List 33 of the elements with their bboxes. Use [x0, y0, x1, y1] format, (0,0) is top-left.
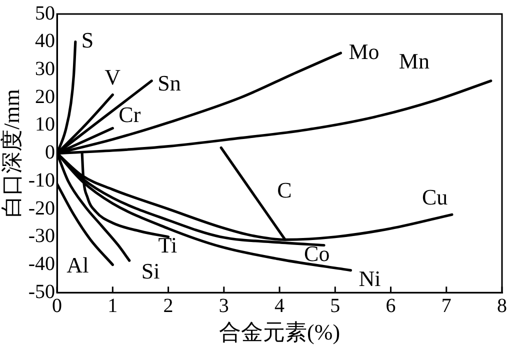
series-label: Ti: [158, 232, 178, 258]
x-tick-label: 8: [497, 294, 507, 317]
x-tick-label: 1: [108, 294, 118, 317]
y-tick-label: -20: [28, 197, 56, 220]
y-tick-label: -30: [28, 225, 56, 248]
series-label: Mo: [348, 38, 380, 64]
x-tick-label: 6: [386, 294, 396, 317]
series-label: Ni: [358, 266, 381, 292]
y-tick-label: -10: [28, 169, 56, 192]
x-tick-label: 5: [330, 294, 340, 317]
series-label: V: [104, 64, 121, 90]
y-tick-label: 0: [45, 142, 56, 164]
series-label: Cu: [422, 184, 448, 210]
series-label: Si: [141, 258, 160, 284]
series-label: Al: [66, 252, 89, 278]
y-tick-label: -40: [28, 252, 56, 275]
y-tick-label: 10: [35, 114, 56, 136]
x-tick-label: 3: [218, 294, 229, 317]
series-label: C: [277, 177, 292, 202]
series-label: Cr: [118, 102, 142, 128]
y-tick-label: 40: [35, 30, 56, 52]
x-tick-label: 7: [441, 294, 452, 317]
y-tick-label: 20: [35, 86, 56, 108]
y-tick-label: 30: [35, 58, 56, 80]
series-label: S: [81, 28, 94, 53]
x-tick-label: 2: [163, 294, 174, 317]
x-tick-label: 4: [274, 294, 285, 317]
x-axis-title: 合金元素(%): [219, 320, 340, 345]
y-axis-title: 白口深度/mm: [0, 89, 24, 218]
series-label: Co: [304, 241, 330, 266]
series-label: Mn: [398, 48, 430, 74]
series-label: Sn: [158, 70, 181, 96]
y-tick-label: 50: [35, 2, 56, 24]
